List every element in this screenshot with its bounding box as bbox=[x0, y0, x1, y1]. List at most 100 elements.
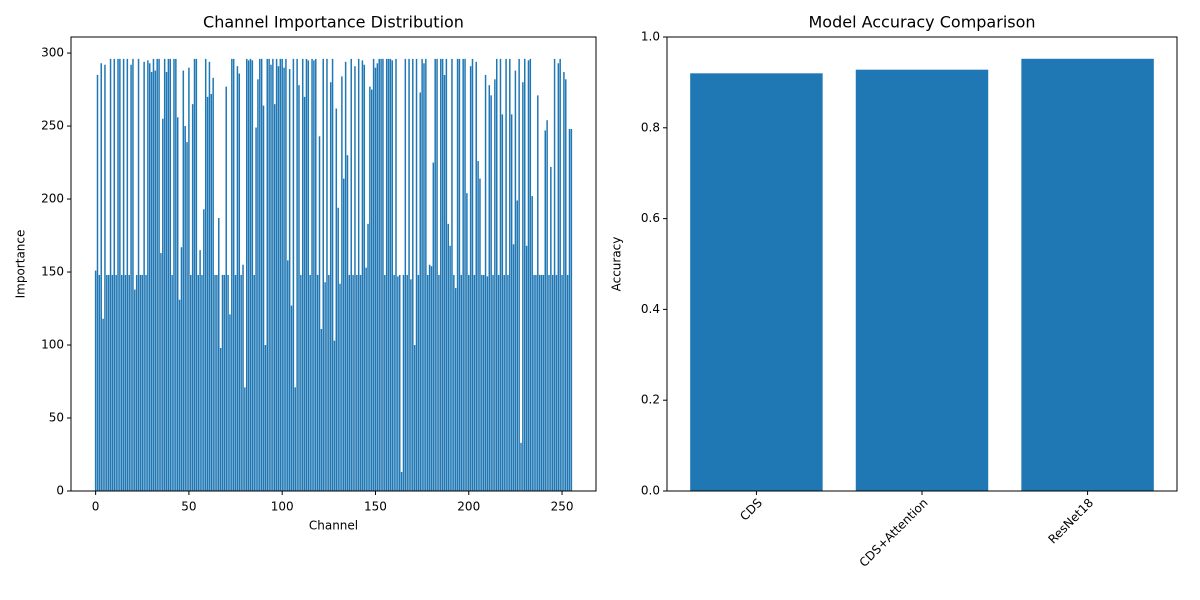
bar bbox=[208, 61, 211, 492]
bar bbox=[324, 282, 326, 491]
bar bbox=[173, 58, 175, 492]
x-tick-label: 250 bbox=[551, 500, 574, 514]
bar bbox=[454, 288, 457, 491]
bar bbox=[318, 136, 321, 491]
bar bbox=[391, 60, 394, 492]
bar bbox=[413, 345, 416, 491]
bar bbox=[281, 58, 283, 492]
bar bbox=[565, 79, 567, 491]
y-axis-label: Importance bbox=[14, 230, 28, 299]
bar bbox=[365, 267, 367, 491]
bar bbox=[190, 274, 192, 491]
bar bbox=[430, 266, 433, 491]
bar bbox=[259, 58, 261, 492]
bar bbox=[438, 274, 440, 491]
bar bbox=[357, 58, 360, 492]
bar bbox=[501, 114, 504, 491]
bar bbox=[137, 58, 140, 492]
bar bbox=[193, 58, 196, 492]
bar bbox=[249, 58, 252, 492]
bar bbox=[238, 73, 241, 491]
bar bbox=[492, 274, 494, 491]
bar bbox=[490, 95, 492, 492]
bar bbox=[169, 58, 171, 492]
bar bbox=[466, 193, 468, 492]
bar bbox=[303, 96, 306, 492]
bar bbox=[337, 207, 339, 491]
bar bbox=[115, 274, 117, 491]
x-tick-label: 150 bbox=[364, 500, 387, 514]
x-tick-label: CDS bbox=[737, 496, 765, 524]
bar bbox=[141, 274, 144, 491]
bar bbox=[234, 274, 237, 491]
bar bbox=[352, 274, 354, 491]
bar bbox=[288, 69, 291, 491]
bar bbox=[270, 64, 272, 492]
bar bbox=[298, 85, 300, 491]
bar bbox=[385, 58, 388, 492]
bar bbox=[283, 67, 285, 491]
bar bbox=[523, 58, 526, 492]
bar bbox=[253, 274, 255, 491]
bar bbox=[107, 274, 110, 491]
bar bbox=[320, 328, 323, 491]
bar bbox=[690, 73, 823, 491]
y-axis-label: Accuracy bbox=[610, 237, 624, 292]
bar bbox=[471, 58, 474, 492]
bar bbox=[449, 245, 451, 491]
bar bbox=[264, 345, 267, 491]
y-tick-label: 0.2 bbox=[641, 393, 660, 407]
bar bbox=[305, 58, 308, 492]
bar bbox=[520, 442, 522, 491]
bar bbox=[176, 117, 179, 491]
bar bbox=[406, 274, 408, 491]
bar bbox=[372, 58, 375, 492]
bar bbox=[479, 178, 481, 491]
bar bbox=[102, 318, 104, 491]
bar bbox=[443, 74, 446, 491]
bar bbox=[154, 70, 157, 491]
bar bbox=[316, 274, 319, 491]
bar bbox=[242, 264, 244, 491]
bar bbox=[322, 58, 324, 492]
bar bbox=[247, 60, 250, 492]
bar bbox=[109, 58, 112, 492]
bar bbox=[156, 58, 158, 492]
bar bbox=[227, 274, 229, 491]
bar bbox=[315, 58, 317, 492]
bar bbox=[313, 60, 315, 492]
bar bbox=[111, 274, 114, 491]
bar bbox=[503, 274, 505, 491]
bar bbox=[477, 161, 479, 491]
bar bbox=[104, 64, 106, 492]
bar bbox=[223, 274, 226, 491]
bar bbox=[522, 82, 524, 491]
chart-title: Model Accuracy Comparison bbox=[808, 13, 1035, 32]
bar bbox=[509, 58, 511, 492]
bar bbox=[359, 274, 362, 491]
bar bbox=[376, 63, 379, 492]
bar bbox=[402, 274, 405, 491]
bar bbox=[544, 130, 546, 491]
bar bbox=[348, 274, 351, 491]
bar bbox=[417, 274, 420, 491]
y-tick-label: 300 bbox=[41, 46, 64, 60]
bar bbox=[426, 274, 429, 491]
bar bbox=[494, 79, 496, 491]
bar bbox=[167, 58, 170, 492]
bar bbox=[273, 104, 276, 491]
bar bbox=[119, 58, 121, 492]
bar bbox=[568, 128, 571, 492]
bar bbox=[447, 223, 449, 492]
bar bbox=[199, 250, 201, 491]
bar bbox=[251, 60, 254, 492]
bar bbox=[546, 120, 548, 492]
bar bbox=[425, 58, 427, 492]
bar bbox=[400, 472, 403, 491]
bar bbox=[453, 274, 455, 491]
bar bbox=[473, 274, 476, 491]
bar bbox=[221, 274, 224, 491]
bar bbox=[309, 274, 311, 491]
bar bbox=[421, 58, 423, 492]
bar bbox=[484, 74, 487, 491]
